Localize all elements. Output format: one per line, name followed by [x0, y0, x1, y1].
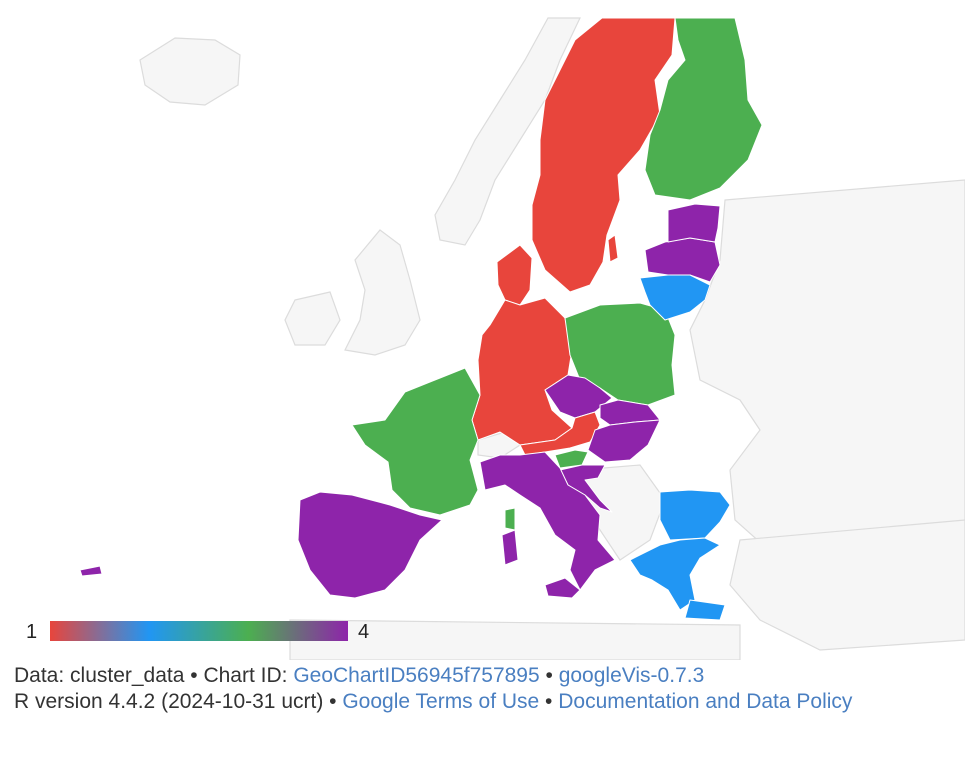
footer-separator: • — [539, 664, 559, 687]
footer-line-1: Data: cluster_data • Chart ID: GeoChartI… — [14, 664, 704, 688]
country-bulgaria[interactable] — [659, 489, 731, 541]
background-land — [139, 17, 965, 660]
country-greece[interactable] — [629, 537, 721, 611]
google-terms-link[interactable]: Google Terms of Use — [342, 690, 540, 713]
ireland-outline — [284, 291, 341, 346]
turkey-outline — [729, 519, 965, 651]
country-estonia[interactable] — [667, 203, 721, 243]
data-policy-link[interactable]: Documentation and Data Policy — [558, 690, 853, 713]
country-italy[interactable] — [479, 451, 616, 591]
country-denmark[interactable] — [496, 244, 533, 306]
country-germany[interactable] — [471, 297, 573, 446]
country-france[interactable] — [351, 367, 481, 516]
country-czechia[interactable] — [544, 374, 613, 419]
r-version-label: R version 4.4.2 (2024-10-31 ucrt) • — [14, 690, 343, 713]
iceland-outline — [139, 37, 241, 106]
baltic-islands-sweden[interactable] — [607, 234, 619, 263]
legend-min-label: 1 — [26, 621, 37, 643]
canary-islands[interactable] — [79, 565, 103, 577]
country-finland[interactable] — [644, 17, 763, 201]
country-corsica[interactable] — [504, 507, 516, 531]
footer-line-2: R version 4.4.2 (2024-10-31 ucrt) • Goog… — [14, 690, 852, 714]
color-legend: 1 4 — [26, 621, 369, 643]
googlevis-version-link[interactable]: googleVis-0.7.3 — [558, 664, 705, 687]
cluster-countries — [79, 17, 763, 621]
chart-id-link[interactable]: GeoChartID56945f757895 — [293, 664, 540, 687]
country-hungary[interactable] — [587, 419, 661, 463]
uk-outline — [344, 229, 421, 356]
legend-gradient-bar — [50, 621, 348, 641]
north-africa-outline — [289, 619, 741, 660]
country-spain[interactable] — [297, 491, 443, 599]
footer-data-label: Data: cluster_data • Chart ID: — [14, 664, 294, 687]
country-sardinia[interactable] — [501, 529, 519, 566]
norway-outline — [434, 17, 581, 246]
footer-separator: • — [539, 690, 559, 713]
country-lithuania[interactable] — [639, 274, 711, 321]
country-slovenia[interactable] — [554, 449, 589, 469]
greek-islands[interactable] — [684, 599, 726, 621]
country-sicily[interactable] — [544, 577, 581, 599]
legend-max-label: 4 — [358, 621, 369, 643]
geo-map — [79, 17, 965, 660]
